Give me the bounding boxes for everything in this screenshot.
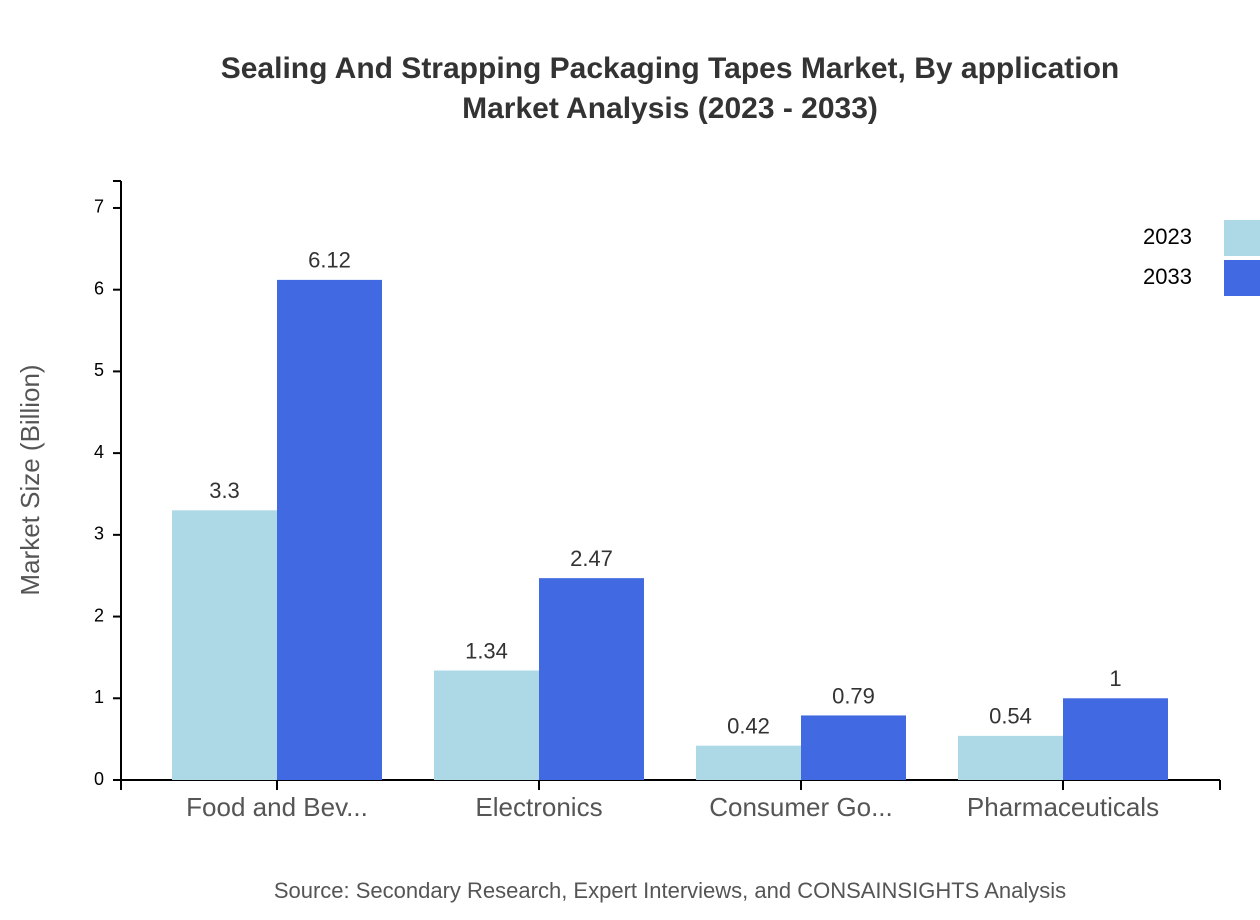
value-label: 0.42 [727, 713, 770, 738]
bar [801, 715, 906, 780]
x-tick-label: Pharmaceuticals [967, 792, 1159, 822]
bar [1063, 698, 1168, 780]
chart-subtitle: Market Analysis (2023 - 2033) [462, 92, 878, 125]
y-tick-label: 5 [94, 360, 104, 380]
value-label: 0.79 [832, 683, 875, 708]
x-tick-label: Consumer Go... [709, 792, 893, 822]
value-label: 3.3 [209, 478, 240, 503]
bar [958, 735, 1063, 780]
x-tick-label: Electronics [475, 792, 602, 822]
y-axis-label: Market Size (Billion) [15, 364, 45, 595]
bar [172, 510, 277, 780]
bar [696, 745, 801, 780]
value-label: 6.12 [308, 248, 351, 273]
chart-title: Sealing And Strapping Packaging Tapes Ma… [221, 52, 1120, 85]
x-tick-label: Food and Bev... [186, 792, 368, 822]
value-label: 1.34 [465, 638, 508, 663]
bar [434, 670, 539, 780]
y-tick-label: 3 [94, 524, 104, 544]
value-label: 0.54 [989, 704, 1032, 729]
legend-swatch [1224, 260, 1260, 296]
y-tick-label: 1 [94, 687, 104, 707]
y-tick-label: 0 [94, 769, 104, 789]
value-label: 2.47 [570, 546, 613, 571]
legend-swatch [1224, 220, 1260, 256]
source-note: Source: Secondary Research, Expert Inter… [274, 878, 1066, 903]
bar [277, 279, 382, 780]
y-tick-label: 4 [94, 442, 104, 462]
bar [539, 578, 644, 780]
legend-label: 2023 [1143, 224, 1192, 249]
y-tick-label: 7 [94, 197, 104, 217]
value-label: 1 [1109, 666, 1121, 691]
legend-label: 2033 [1143, 264, 1192, 289]
y-tick-label: 2 [94, 605, 104, 625]
y-tick-label: 6 [94, 278, 104, 298]
